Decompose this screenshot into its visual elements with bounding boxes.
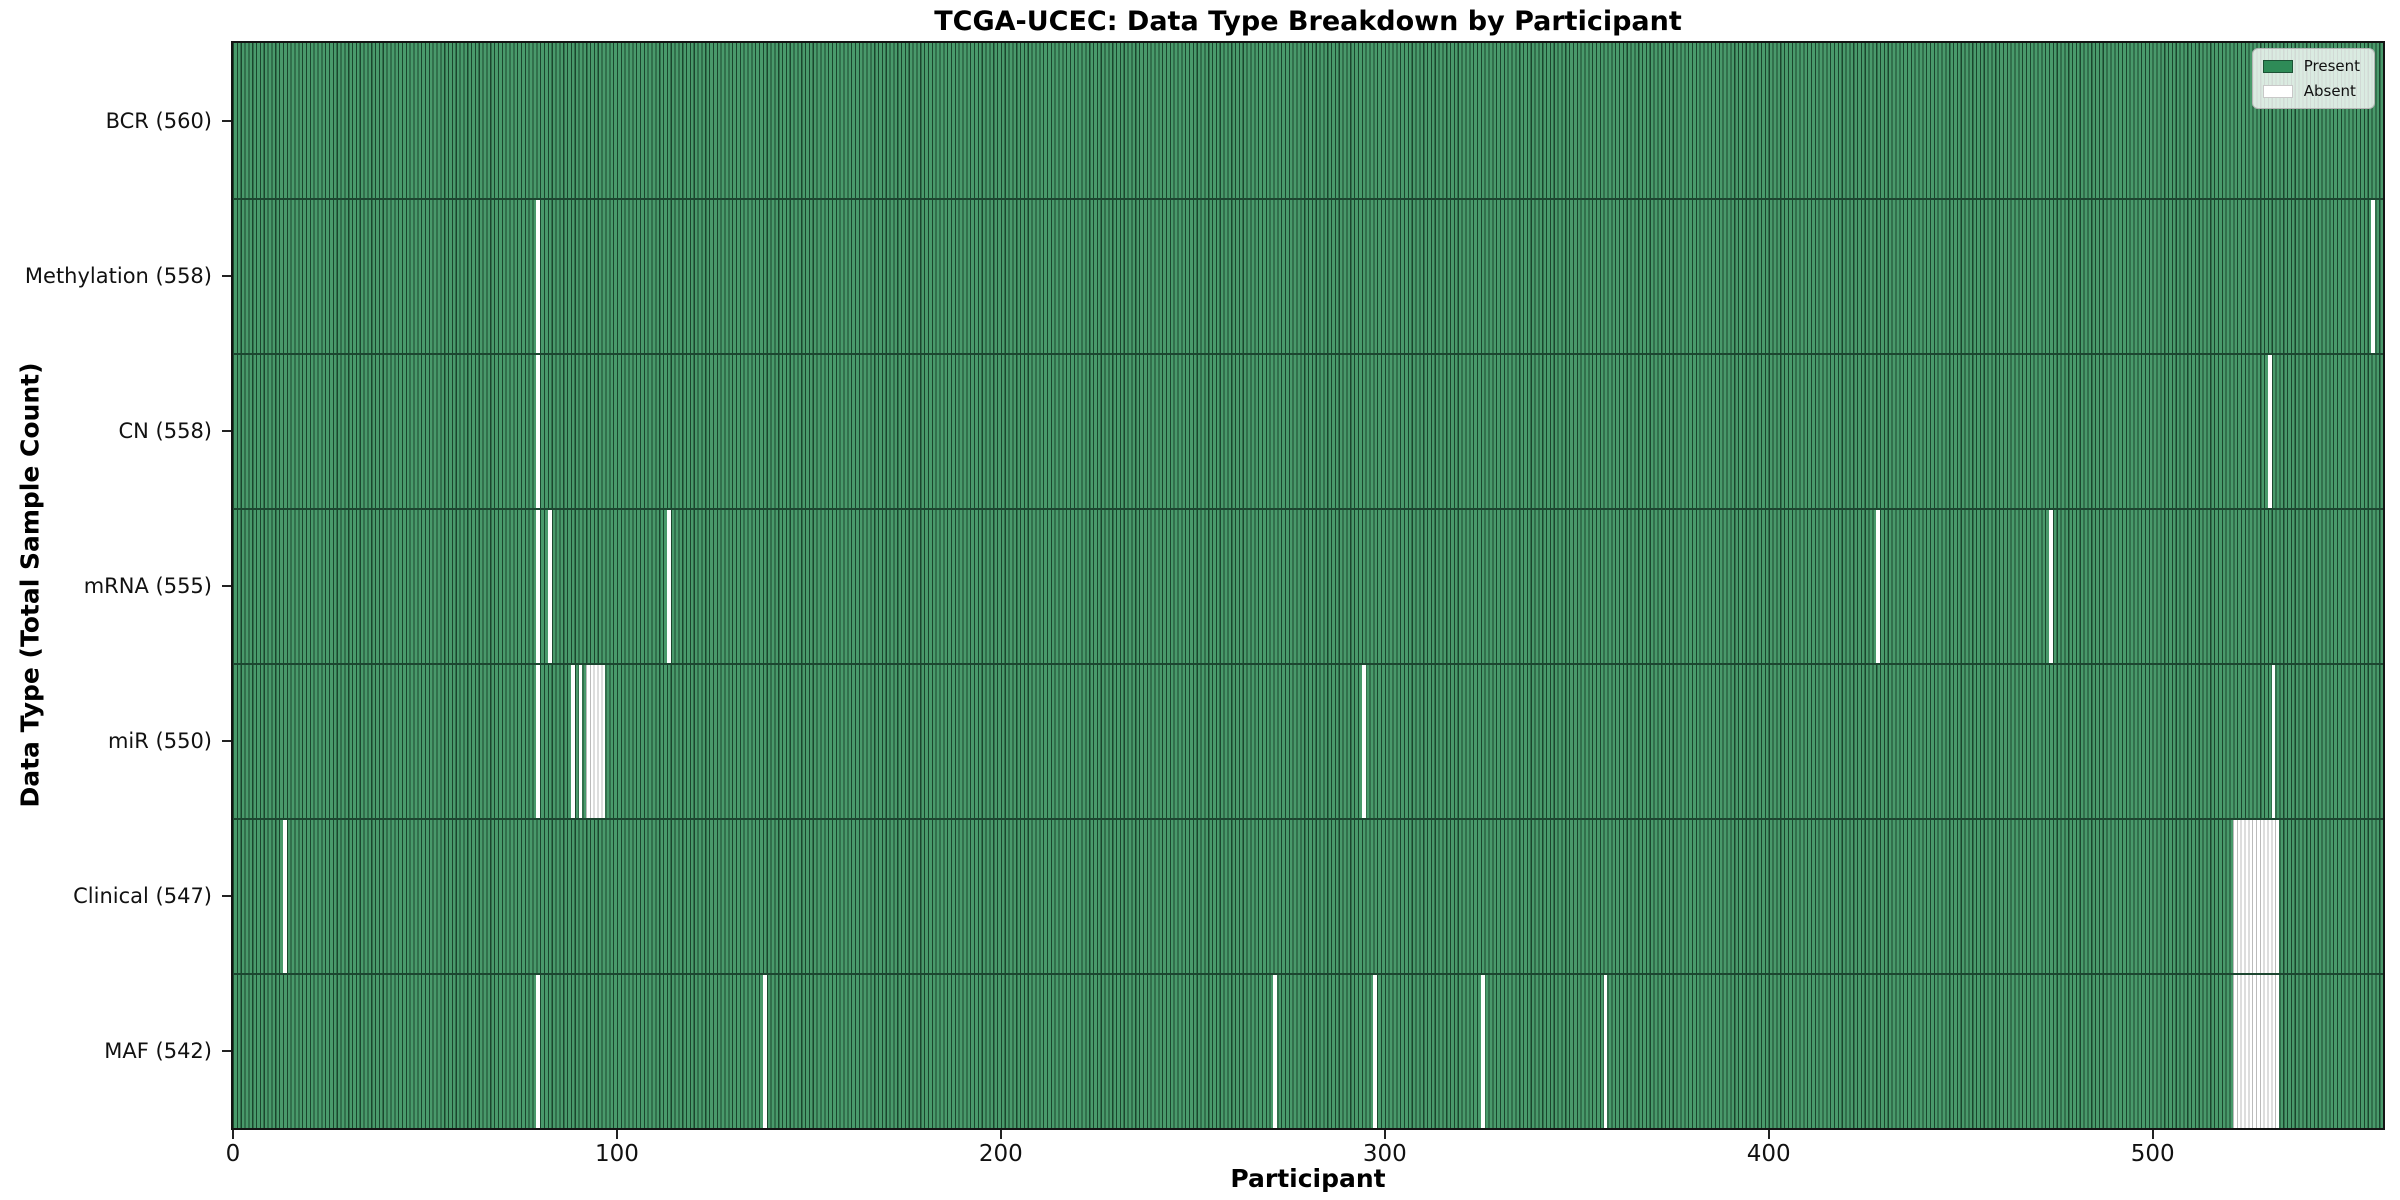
absent-stripe [2233, 975, 2280, 1128]
legend-present-swatch [2262, 59, 2293, 73]
absent-stripe [1480, 975, 1485, 1128]
y-tick-label-methylation: Methylation (558) [24, 263, 212, 288]
matrix-row-cn [233, 353, 2383, 508]
matrix-row-mir [233, 663, 2383, 818]
absent-stripe [1373, 975, 1378, 1128]
y-tick-mark [222, 1049, 231, 1052]
x-tick-mark [2151, 1130, 2154, 1139]
x-tick-mark [999, 1130, 1002, 1139]
matrix-row-maf [233, 973, 2383, 1128]
absent-stripe [1361, 665, 1366, 818]
y-tick-label-bcr: BCR (560) [105, 108, 212, 133]
y-tick-mark [222, 429, 231, 432]
y-tick-mark [222, 739, 231, 742]
absent-stripe [536, 510, 541, 663]
x-tick-mark [1767, 1130, 1770, 1139]
absent-stripe [536, 975, 541, 1128]
y-tick-mark [222, 584, 231, 587]
x-tick-label-100: 100 [594, 1141, 639, 1167]
y-tick-label-mir: miR (550) [107, 728, 212, 753]
y-tick-label-clinical: Clinical (547) [73, 883, 212, 908]
absent-stripe [536, 355, 541, 508]
absent-stripe [547, 510, 552, 663]
x-tick-mark [615, 1130, 618, 1139]
absent-stripe [2371, 200, 2376, 353]
y-tick-mark [222, 274, 231, 277]
y-tick-label-maf: MAF (542) [104, 1038, 212, 1063]
legend-item-absent: Absent [2262, 82, 2360, 100]
y-tick-mark [222, 119, 231, 122]
x-tick-mark [232, 1130, 234, 1139]
absent-stripe [2271, 665, 2276, 818]
legend-absent-swatch [2262, 84, 2293, 98]
y-tick-label-mrna: mRNA (555) [83, 573, 212, 598]
x-tick-label-500: 500 [2130, 1141, 2175, 1167]
x-tick-label-300: 300 [1362, 1141, 1407, 1167]
y-tick-mark [222, 894, 231, 897]
legend-absent-label: Absent [2303, 82, 2356, 100]
matrix-row-clinical [233, 818, 2383, 973]
absent-stripe [1876, 510, 1881, 663]
absent-stripe [2267, 355, 2272, 508]
absent-stripe [666, 510, 671, 663]
matrix-row-methylation [233, 198, 2383, 353]
absent-stripe [2233, 820, 2280, 973]
x-axis-label: Participant [1230, 1164, 1386, 1193]
matrix-row-bcr [233, 43, 2383, 198]
absent-stripe [282, 820, 287, 973]
x-tick-label-400: 400 [1746, 1141, 1791, 1167]
y-tick-label-cn: CN (558) [118, 418, 212, 443]
x-tick-mark [1383, 1130, 1386, 1139]
legend-present-label: Present [2303, 57, 2360, 75]
absent-stripe [762, 975, 767, 1128]
legend-item-present: Present [2262, 57, 2360, 75]
plot-area: Present Absent [231, 41, 2385, 1130]
chart-title: TCGA-UCEC: Data Type Breakdown by Partic… [934, 6, 1682, 37]
x-tick-label-0: 0 [225, 1141, 241, 1167]
absent-stripe [536, 200, 541, 353]
absent-stripe [2048, 510, 2053, 663]
absent-stripe [536, 665, 541, 818]
absent-stripe [586, 665, 606, 818]
absent-stripe [570, 665, 575, 818]
absent-stripe [1273, 975, 1278, 1128]
absent-stripe [578, 665, 583, 818]
absent-stripe [1603, 975, 1608, 1128]
matrix-row-mrna [233, 508, 2383, 663]
x-tick-label-200: 200 [978, 1141, 1023, 1167]
legend: Present Absent [2251, 48, 2375, 109]
